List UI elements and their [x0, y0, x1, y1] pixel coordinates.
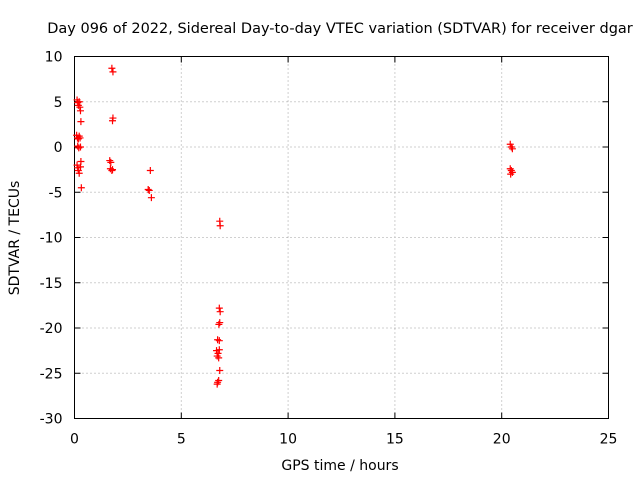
data-point [147, 194, 155, 202]
data-point [214, 336, 222, 344]
data-point [215, 320, 223, 328]
data-point [106, 157, 114, 165]
x-tick-label: 25 [600, 432, 618, 448]
data-point [108, 64, 116, 72]
data-point [75, 98, 83, 106]
x-tick-label: 15 [386, 432, 404, 448]
data-point [216, 319, 224, 327]
data-point [144, 186, 152, 194]
data-point [77, 184, 85, 192]
data-point [77, 157, 85, 165]
y-tick-label: -25 [40, 366, 63, 382]
x-tick-label: 5 [177, 432, 186, 448]
data-point [108, 167, 116, 175]
y-tick-label: -5 [49, 185, 63, 201]
x-axis-label: GPS time / hours [281, 458, 398, 474]
data-point [215, 304, 223, 312]
data-point [109, 117, 117, 125]
data-point [75, 169, 83, 177]
data-point [507, 170, 515, 178]
grid [74, 56, 609, 419]
data-point [213, 380, 221, 388]
data-point [76, 103, 84, 111]
axis-ticks: 0 5 10 15 20 25 -30 -25 -20 -15 -10 -5 0 5 10 [40, 50, 618, 448]
data-point [109, 166, 117, 174]
y-tick-label: -20 [40, 321, 63, 337]
y-axis-label: SDTVAR / TECUs [7, 181, 23, 296]
y-tick-label: 10 [45, 50, 63, 66]
y-tick-label: 5 [54, 95, 63, 111]
data-point [215, 376, 223, 384]
y-tick-label: -10 [40, 231, 63, 247]
data-point [109, 68, 117, 76]
x-tick-label: 0 [70, 432, 79, 448]
data-point [145, 186, 153, 194]
y-tick-label: 0 [54, 140, 63, 156]
data-point [215, 346, 223, 354]
data-point [76, 107, 84, 115]
data-point [215, 354, 223, 362]
data-point [215, 337, 223, 345]
data-point [76, 143, 84, 151]
data-point [508, 145, 516, 153]
data-point [75, 144, 83, 152]
x-tick-label: 10 [279, 432, 297, 448]
data-point [216, 308, 224, 316]
x-tick-label: 20 [493, 432, 511, 448]
data-point [216, 367, 224, 375]
data-point [216, 222, 224, 230]
data-point [77, 118, 85, 126]
y-tick-label: -30 [40, 412, 63, 428]
data-point [146, 167, 154, 175]
data-markers [73, 64, 516, 388]
chart-title: Day 096 of 2022, Sidereal Day-to-day VTE… [47, 21, 633, 37]
data-point [76, 134, 84, 142]
data-point [107, 158, 115, 166]
y-tick-label: -15 [40, 276, 63, 292]
data-point [507, 167, 515, 175]
